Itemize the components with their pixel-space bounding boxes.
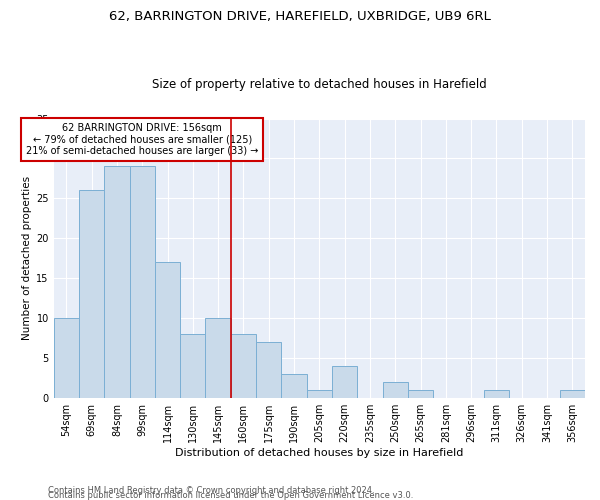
Title: Size of property relative to detached houses in Harefield: Size of property relative to detached ho… bbox=[152, 78, 487, 91]
Bar bbox=[155, 262, 180, 398]
Bar bbox=[79, 190, 104, 398]
Bar bbox=[307, 390, 332, 398]
Text: 62 BARRINGTON DRIVE: 156sqm
← 79% of detached houses are smaller (125)
21% of se: 62 BARRINGTON DRIVE: 156sqm ← 79% of det… bbox=[26, 122, 259, 156]
Y-axis label: Number of detached properties: Number of detached properties bbox=[22, 176, 32, 340]
Bar bbox=[408, 390, 433, 398]
Bar bbox=[104, 166, 130, 398]
Bar bbox=[180, 334, 205, 398]
Text: Contains public sector information licensed under the Open Government Licence v3: Contains public sector information licen… bbox=[48, 491, 413, 500]
Bar bbox=[560, 390, 585, 398]
Bar bbox=[231, 334, 256, 398]
Bar bbox=[256, 342, 281, 398]
X-axis label: Distribution of detached houses by size in Harefield: Distribution of detached houses by size … bbox=[175, 448, 464, 458]
Bar bbox=[130, 166, 155, 398]
Bar bbox=[53, 318, 79, 398]
Bar bbox=[281, 374, 307, 398]
Bar bbox=[205, 318, 231, 398]
Bar bbox=[383, 382, 408, 398]
Bar bbox=[484, 390, 509, 398]
Text: Contains HM Land Registry data © Crown copyright and database right 2024.: Contains HM Land Registry data © Crown c… bbox=[48, 486, 374, 495]
Text: 62, BARRINGTON DRIVE, HAREFIELD, UXBRIDGE, UB9 6RL: 62, BARRINGTON DRIVE, HAREFIELD, UXBRIDG… bbox=[109, 10, 491, 23]
Bar bbox=[332, 366, 357, 398]
